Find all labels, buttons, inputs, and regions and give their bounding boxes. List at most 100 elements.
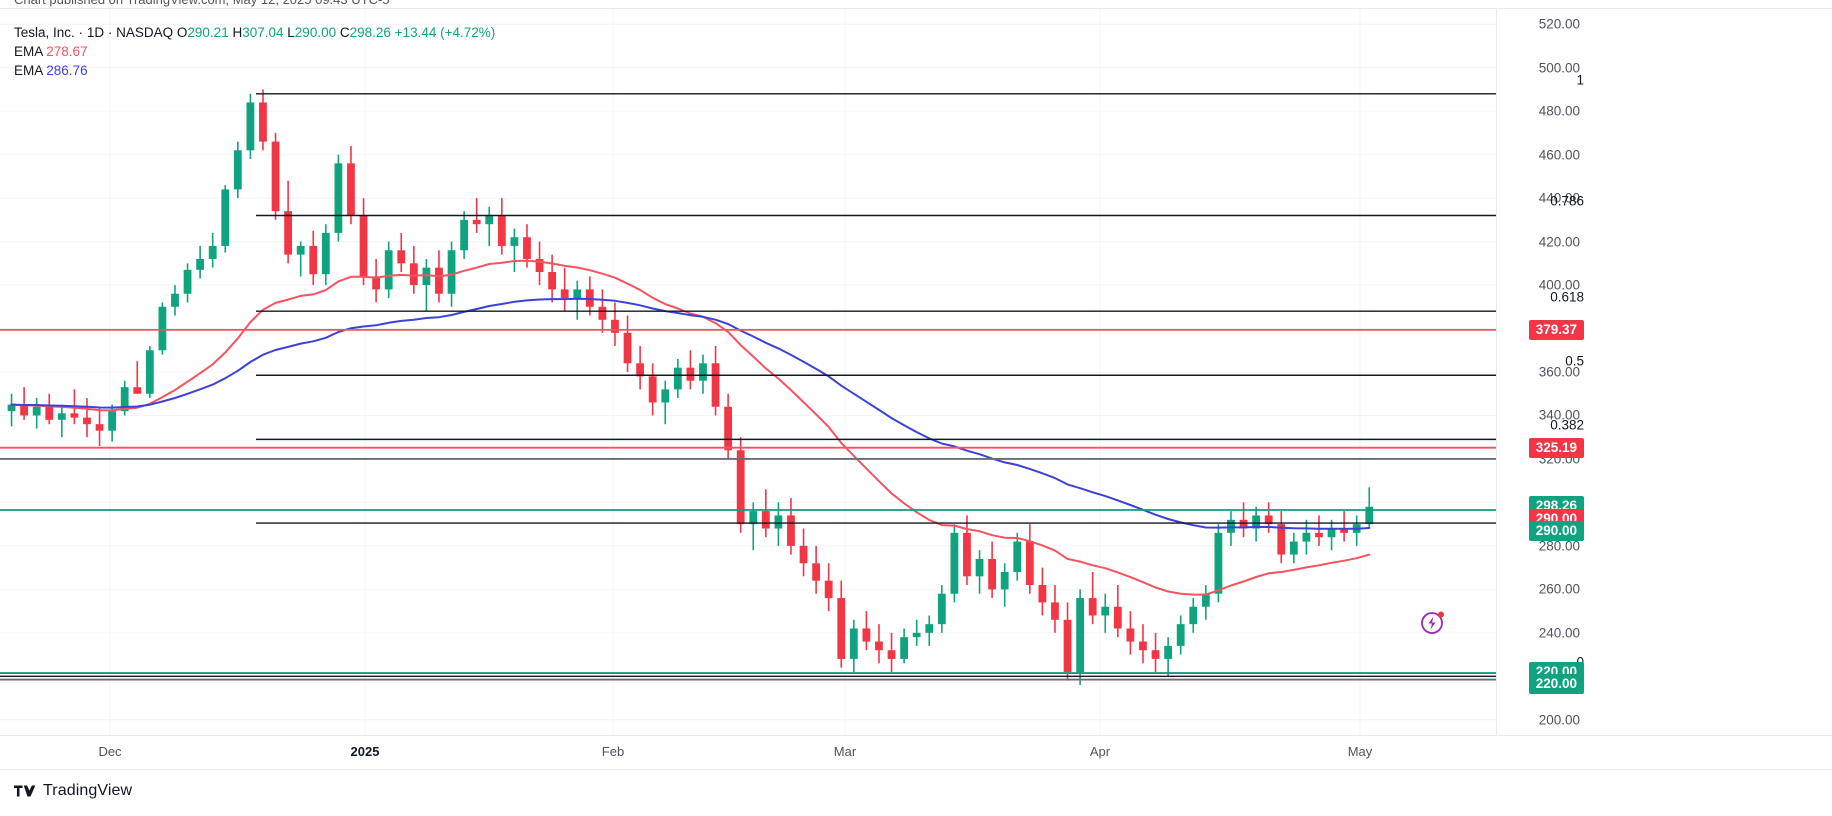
candle-body [296, 245, 305, 255]
spark-alert-icon[interactable] [1420, 609, 1446, 635]
chart-plot-area[interactable] [0, 9, 1496, 735]
candle-body [699, 363, 707, 381]
candle-body [1000, 571, 1009, 590]
candle-body [1252, 515, 1261, 529]
price-axis-tick: 500.00 [1538, 60, 1580, 76]
price-axis[interactable]: 520.00 500.00 480.00 460.00 440.00 420.00 400.… [1496, 9, 1832, 735]
candle-body [686, 367, 695, 381]
candle-body [1038, 585, 1047, 603]
candle-body [661, 389, 670, 403]
price-axis-tick: 520.00 [1538, 16, 1580, 32]
candle-body [1063, 619, 1072, 672]
candle-body [171, 293, 179, 307]
legend-interval[interactable]: 1D [86, 25, 105, 40]
candle-body [45, 406, 54, 420]
time-axis-tick: May [1347, 744, 1373, 759]
price-axis-tick: 340.00 [1538, 407, 1580, 423]
chart-legend: Tesla, Inc. · 1D · NASDAQ O290.21 H307.0… [14, 23, 495, 80]
tradingview-brand-text: TradingView [43, 782, 133, 799]
candle-body [711, 363, 720, 407]
ema-fast-line [10, 259, 1371, 596]
candle-body [372, 276, 381, 290]
candle-body [535, 258, 544, 273]
candle-body [887, 650, 896, 659]
candle-body [485, 215, 494, 225]
legend-sep-2: · [107, 25, 113, 40]
legend-low-value: 290.00 [294, 25, 337, 40]
chart-frame: 520.00 500.00 480.00 460.00 440.00 420.00 400.… [0, 8, 1832, 736]
candle-body [774, 515, 783, 529]
legend-high-key: H [232, 25, 243, 40]
candle-body [196, 258, 205, 270]
candle-body [912, 632, 921, 638]
candle-body [1013, 541, 1022, 572]
candle-body [975, 558, 984, 577]
candle-body [724, 406, 733, 451]
candle-body [963, 532, 971, 577]
candle-body [1139, 641, 1147, 651]
candle-body [32, 406, 41, 416]
candle-body [560, 289, 569, 299]
candle-body [1025, 541, 1034, 586]
price-axis-tick: 400.00 [1538, 277, 1580, 293]
candle-body [1201, 593, 1210, 607]
candle-body [1277, 524, 1286, 555]
candle-body [623, 332, 632, 364]
legend-symbol[interactable]: Tesla, Inc. [14, 25, 75, 40]
level-badge[interactable]: 290.00 [1528, 520, 1584, 541]
time-axis-tick: Feb [601, 744, 625, 759]
fibonacci-level-label: 1 [1576, 72, 1584, 88]
resistance-badge[interactable]: 379.37 [1528, 319, 1584, 340]
candle-body [246, 102, 255, 151]
price-axis-tick: 240.00 [1538, 625, 1580, 641]
candle-body [108, 411, 117, 431]
candle-body [460, 219, 469, 251]
candle-body [472, 219, 481, 225]
mid-badge[interactable]: 325.19 [1528, 437, 1584, 458]
candle-body [183, 269, 192, 294]
candle-body [749, 511, 758, 525]
candle-body [736, 450, 745, 525]
candle-body [937, 593, 946, 625]
legend-close-key: C [339, 25, 350, 40]
candle-body [447, 250, 456, 294]
fibonacci-level-label: 0.618 [1550, 289, 1584, 305]
candle-body [1113, 606, 1122, 629]
candle-body [761, 511, 770, 529]
price-axis-tick: 200.00 [1538, 712, 1580, 728]
legend-ema-fast-row[interactable]: EMA 278.67 [14, 42, 495, 61]
candle-body [409, 263, 418, 286]
candle-body [359, 215, 368, 277]
candle-body [259, 102, 267, 142]
candle-body [925, 624, 934, 633]
candle-body [384, 250, 393, 290]
candle-body [1189, 606, 1198, 625]
candle-body [1164, 645, 1173, 659]
candle-body [1051, 602, 1059, 620]
candle-body [1365, 506, 1374, 525]
candle-body [1227, 519, 1235, 533]
candle-body [95, 424, 104, 431]
price-axis-tick: 440.00 [1538, 190, 1580, 206]
legend-ema-slow-label: EMA [14, 63, 43, 78]
candle-body [1176, 624, 1185, 646]
candle-body [673, 367, 682, 390]
candle-body [611, 319, 619, 333]
candle-body [221, 189, 230, 246]
candle-body [1340, 528, 1349, 533]
candle-body [510, 237, 519, 246]
time-axis-tick: Apr [1089, 744, 1111, 759]
candle-body [120, 387, 129, 412]
tradingview-logo-icon [14, 784, 36, 798]
time-axis[interactable]: Dec 2025 Feb Mar Apr May [0, 736, 1832, 770]
publish-caption: Chart published on TradingView.com, May … [0, 0, 1832, 8]
time-axis-tick: Dec [98, 744, 122, 759]
candle-body [83, 417, 91, 425]
legend-open-key: O [176, 25, 188, 40]
legend-ema-slow-row[interactable]: EMA 286.76 [14, 61, 495, 80]
support-badge-lower[interactable]: 220.00 [1528, 673, 1584, 694]
candle-body [548, 272, 557, 290]
candle-body [309, 245, 318, 275]
legend-high-value: 307.04 [242, 25, 284, 40]
candle-body [1302, 532, 1311, 542]
